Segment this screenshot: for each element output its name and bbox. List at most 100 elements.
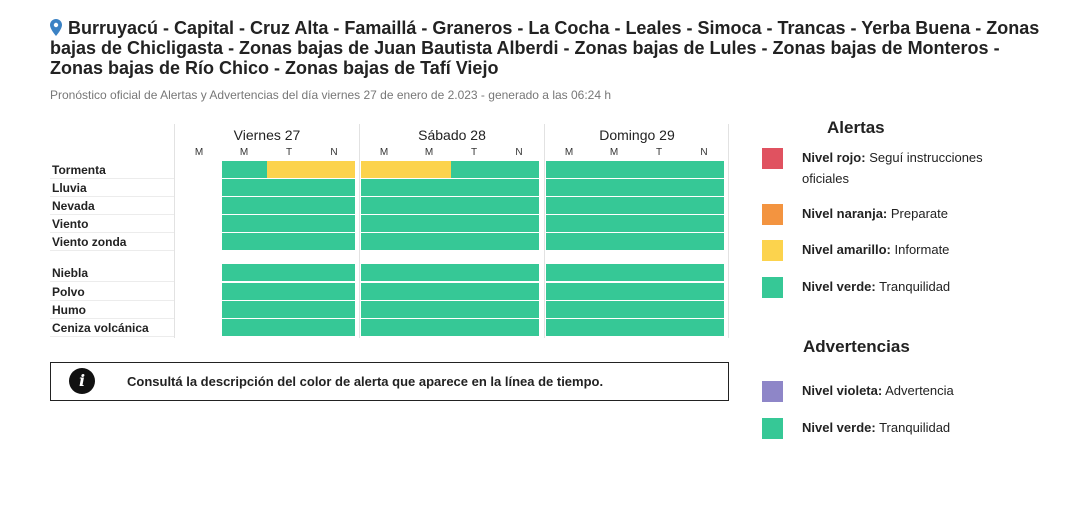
level-bar-verde xyxy=(451,301,496,318)
level-bar-verde xyxy=(636,283,681,300)
level-bar-verde xyxy=(361,197,406,214)
level-bar-verde xyxy=(546,161,591,178)
level-bar-verde xyxy=(451,233,496,250)
level-bar-verde xyxy=(222,197,267,214)
period-label: M xyxy=(424,147,434,158)
period-label: M xyxy=(564,147,574,158)
level-bar-verde xyxy=(267,283,312,300)
level-bar-verde xyxy=(406,319,451,336)
hazard-label: Lluvia xyxy=(52,181,87,195)
column-separator xyxy=(359,124,360,338)
hazard-label: Nevada xyxy=(52,199,95,213)
row-divider xyxy=(50,300,174,301)
legend-swatch xyxy=(762,240,783,261)
level-bar-amarillo xyxy=(312,161,355,178)
legend-swatch xyxy=(762,204,783,225)
level-bar-verde xyxy=(636,301,681,318)
level-bar-verde xyxy=(546,215,591,232)
level-bar-verde xyxy=(496,161,539,178)
level-bar-verde xyxy=(591,233,636,250)
period-label: M xyxy=(379,147,389,158)
row-divider xyxy=(50,214,174,215)
row-divider xyxy=(50,336,174,337)
level-bar-verde xyxy=(267,197,312,214)
alert-timeline: Viernes 27 Sábado 28 Domingo 29 M M T N M M T N… xyxy=(50,124,730,340)
level-bar-verde xyxy=(591,179,636,196)
level-bar-verde xyxy=(636,264,681,281)
region-title-text: Burruyacú - Capital - Cruz Alta - Famail… xyxy=(50,18,1040,78)
level-bar-verde xyxy=(636,179,681,196)
level-bar-verde xyxy=(591,197,636,214)
level-bar-verde xyxy=(267,264,312,281)
level-bar-verde xyxy=(406,283,451,300)
level-bar-verde xyxy=(681,179,724,196)
level-bar-verde xyxy=(361,283,406,300)
level-bar-verde xyxy=(681,233,724,250)
legend-level-desc: Seguí instrucciones oficiales xyxy=(802,150,983,186)
level-bar-verde xyxy=(591,319,636,336)
level-bar-verde xyxy=(312,301,355,318)
period-label: M xyxy=(609,147,619,158)
level-bar-verde xyxy=(681,283,724,300)
legend-item: Nivel verde: Tranquilidad xyxy=(802,417,1002,438)
legend-level-name: Nivel amarillo: xyxy=(802,242,891,257)
level-bar-verde xyxy=(546,197,591,214)
legend-level-name: Nivel verde: xyxy=(802,279,876,294)
level-bar-verde xyxy=(222,301,267,318)
level-bar-verde xyxy=(361,319,406,336)
level-bar-verde xyxy=(222,319,267,336)
row-divider xyxy=(50,281,174,282)
hazard-label: Polvo xyxy=(52,285,85,299)
level-bar-verde xyxy=(222,233,267,250)
legend-swatch xyxy=(762,277,783,298)
level-bar-verde xyxy=(546,264,591,281)
column-separator xyxy=(174,124,175,338)
level-bar-verde xyxy=(222,283,267,300)
level-bar-verde xyxy=(451,215,496,232)
period-label: M xyxy=(194,147,204,158)
level-bar-verde xyxy=(681,319,724,336)
level-bar-verde xyxy=(267,301,312,318)
level-bar-verde xyxy=(267,179,312,196)
level-bar-verde xyxy=(591,215,636,232)
level-bar-verde xyxy=(496,197,539,214)
legend-swatch xyxy=(762,418,783,439)
level-bar-verde xyxy=(406,197,451,214)
hazard-label: Niebla xyxy=(52,266,89,280)
level-bar-verde xyxy=(222,179,267,196)
row-divider xyxy=(50,232,174,233)
legend-level-desc: Informate xyxy=(894,242,950,257)
level-bar-verde xyxy=(361,233,406,250)
level-bar-verde xyxy=(681,301,724,318)
level-bar-amarillo xyxy=(361,161,406,178)
legend-item: Nivel verde: Tranquilidad xyxy=(802,276,1002,297)
level-bar-verde xyxy=(451,197,496,214)
legend-level-desc: Advertencia xyxy=(885,383,954,398)
legend-level-name: Nivel rojo: xyxy=(802,150,866,165)
level-bar-verde xyxy=(496,264,539,281)
level-bar-verde xyxy=(312,283,355,300)
legend-item: Nivel amarillo: Informate xyxy=(802,239,1002,260)
period-label: T xyxy=(470,147,478,158)
region-title: Burruyacú - Capital - Cruz Alta - Famail… xyxy=(50,18,1050,78)
level-bar-verde xyxy=(451,264,496,281)
legend-swatch xyxy=(762,381,783,402)
info-icon: i xyxy=(69,368,95,394)
level-bar-verde xyxy=(636,319,681,336)
period-label: M xyxy=(239,147,249,158)
row-divider xyxy=(50,178,174,179)
level-bar-verde xyxy=(312,264,355,281)
legend-swatch xyxy=(762,148,783,169)
level-bar-amarillo xyxy=(406,161,451,178)
level-bar-verde xyxy=(451,319,496,336)
level-bar-verde xyxy=(222,215,267,232)
level-bar-verde xyxy=(312,179,355,196)
period-label: N xyxy=(515,147,523,158)
day-header: Domingo 29 xyxy=(599,127,675,143)
level-bar-verde xyxy=(361,264,406,281)
level-bar-verde xyxy=(681,264,724,281)
level-bar-verde xyxy=(361,179,406,196)
level-bar-verde xyxy=(591,283,636,300)
location-pin-icon xyxy=(50,19,62,36)
legend-level-desc: Tranquilidad xyxy=(879,420,951,435)
